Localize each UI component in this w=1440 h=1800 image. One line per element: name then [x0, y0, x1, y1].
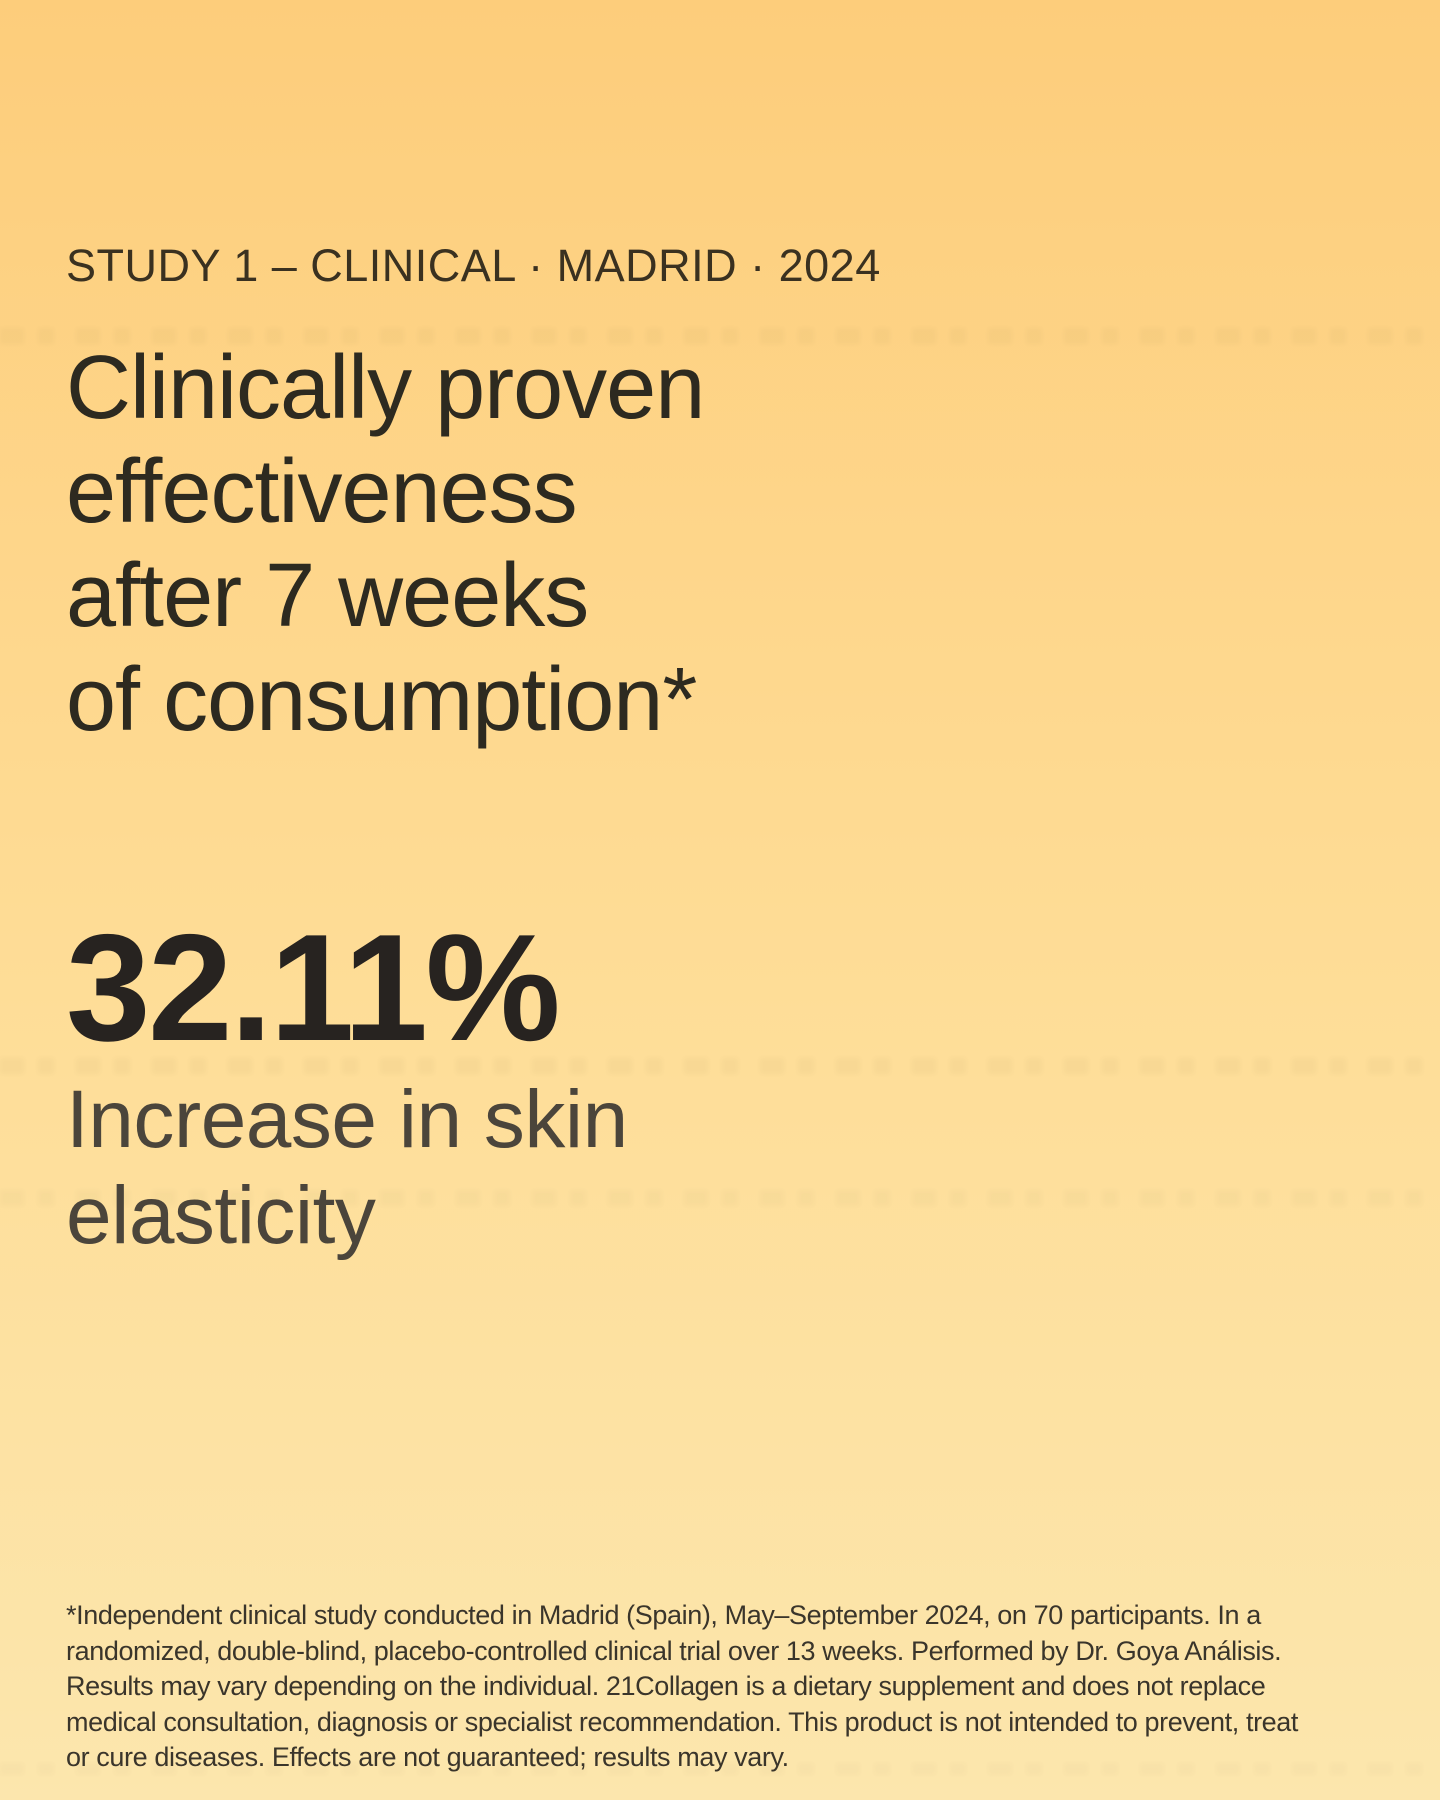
footnote-line-5: or cure diseases. Effects are not guaran…	[66, 1742, 789, 1772]
stat-label: Increase in skin elasticity	[66, 1072, 628, 1264]
footnote-line-1: *Independent clinical study conducted in…	[66, 1600, 1261, 1630]
headline-line-3: after 7 weeks	[66, 546, 589, 646]
stat-label-line-1: Increase in skin	[66, 1074, 628, 1165]
headline: Clinically proven effectiveness after 7 …	[66, 336, 705, 752]
stat-label-line-2: elasticity	[66, 1170, 376, 1261]
footnote-line-3: Results may vary depending on the indivi…	[66, 1671, 1266, 1701]
headline-line-4: of consumption*	[66, 650, 697, 750]
stat-value: 32.11%	[66, 903, 561, 1073]
headline-line-1: Clinically proven	[66, 338, 705, 438]
footnote-disclaimer: *Independent clinical study conducted in…	[66, 1598, 1298, 1776]
footnote-line-2: randomized, double-blind, placebo-contro…	[66, 1635, 1282, 1666]
headline-line-2: effectiveness	[66, 442, 578, 542]
study-eyebrow-label: STUDY 1 – CLINICAL · MADRID · 2024	[66, 240, 881, 291]
footnote-line-4: medical consultation, diagnosis or speci…	[66, 1706, 1298, 1737]
